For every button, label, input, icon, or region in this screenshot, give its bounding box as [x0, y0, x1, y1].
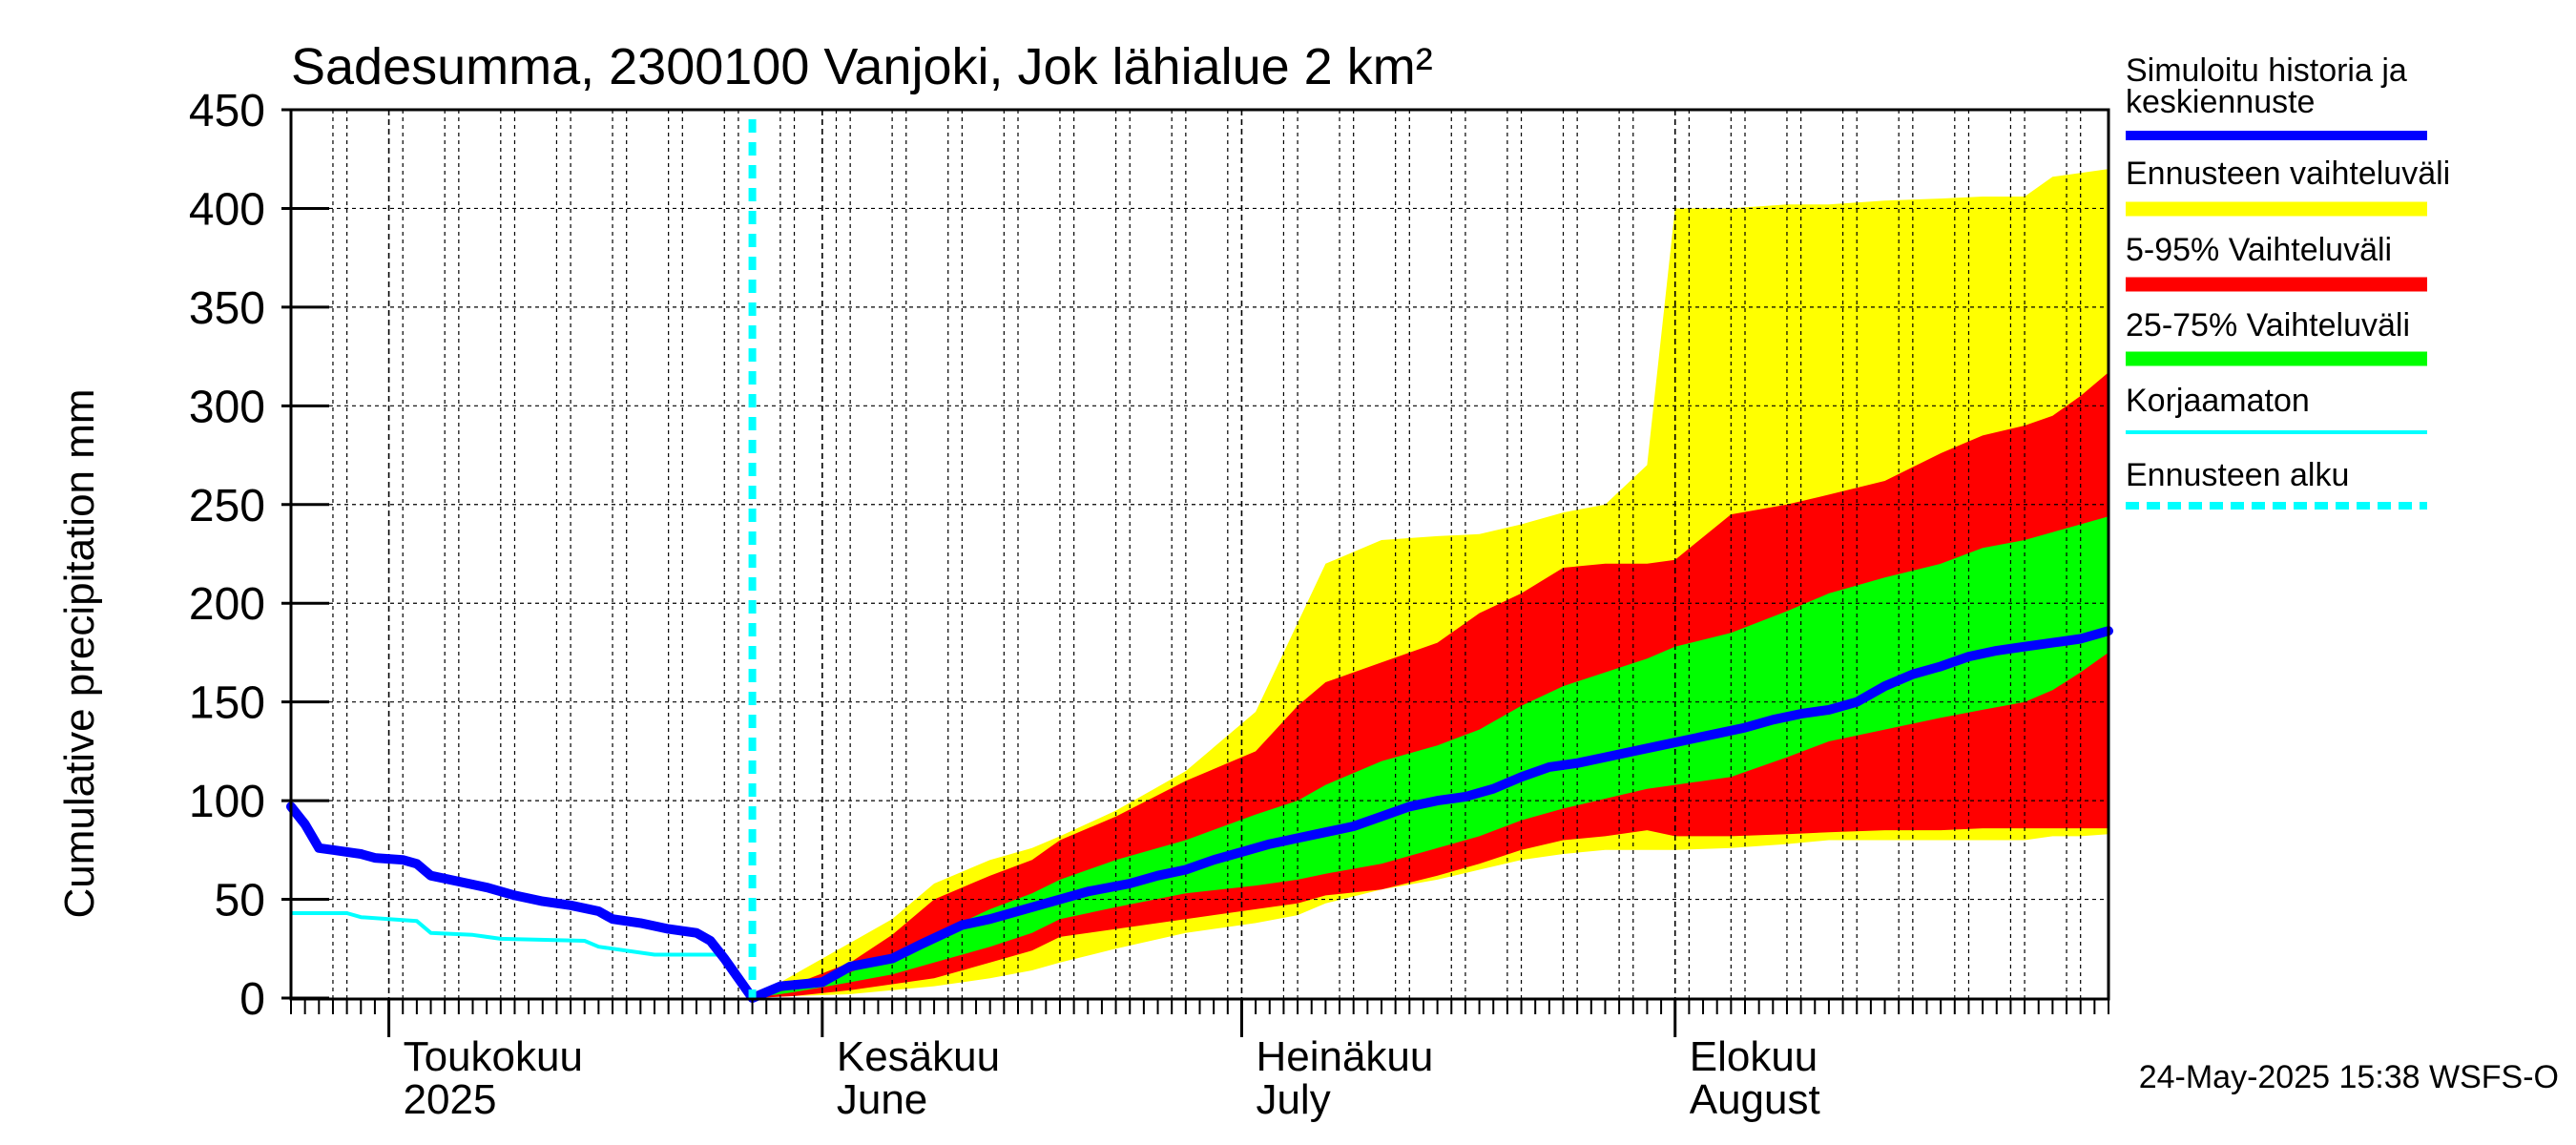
month-label-top: Elokuu — [1690, 1033, 1818, 1080]
legend-label: Ennusteen vaihteluväli — [2126, 156, 2450, 192]
lines-layer — [286, 119, 2113, 1003]
legend-label-line2: keskiennuste — [2126, 84, 2315, 120]
month-label-bottom: July — [1256, 1076, 1330, 1123]
band-5-95-vaihteluv-li — [752, 372, 2109, 998]
month-label-bottom: June — [837, 1076, 927, 1123]
legend-label: 5-95% Vaihteluväli — [2126, 232, 2392, 268]
legend-label: 25-75% Vaihteluväli — [2126, 307, 2410, 344]
ticks-layer — [281, 108, 2109, 1037]
gridlines-layer — [291, 110, 2109, 999]
month-label-top: Toukokuu — [404, 1033, 583, 1080]
legend-label: Korjaamaton — [2126, 383, 2310, 419]
y-tick-label-400: 400 — [189, 184, 265, 235]
band-25-75-vaihteluv-li — [752, 516, 2109, 998]
month-label-bottom: 2025 — [404, 1076, 497, 1123]
chart-title: Sadesumma, 2300100 Vanjoki, Jok lähialue… — [291, 38, 1433, 95]
legend-label-line1: Simuloitu historia ja — [2126, 52, 2407, 89]
y-axis-label: Cumulative precipitation mm — [56, 388, 103, 918]
y-tick-label-50: 50 — [215, 876, 265, 926]
month-label-bottom: August — [1690, 1076, 1820, 1123]
month-label-top: Kesäkuu — [837, 1033, 1000, 1080]
y-tick-label-200: 200 — [189, 579, 265, 630]
legend-label: Ennusteen alku — [2126, 457, 2349, 493]
mean-forecast-line — [286, 626, 2113, 1003]
bands-layer — [752, 169, 2109, 999]
month-label-top: Heinäkuu — [1256, 1033, 1433, 1080]
y-tick-label-0: 0 — [239, 974, 265, 1025]
y-tick-label-150: 150 — [189, 678, 265, 729]
y-tick-label-300: 300 — [189, 382, 265, 432]
y-tick-labels: 0 50 100 150 200 250 300 350 400 450 — [189, 86, 265, 1025]
y-tick-label-350: 350 — [189, 283, 265, 334]
y-tick-label-250: 250 — [189, 481, 265, 531]
uncorrected-line — [291, 911, 755, 1000]
timestamp: 24-May-2025 15:38 WSFS-O — [2139, 1059, 2559, 1095]
y-tick-label-100: 100 — [189, 777, 265, 827]
y-tick-label-450: 450 — [189, 86, 265, 136]
